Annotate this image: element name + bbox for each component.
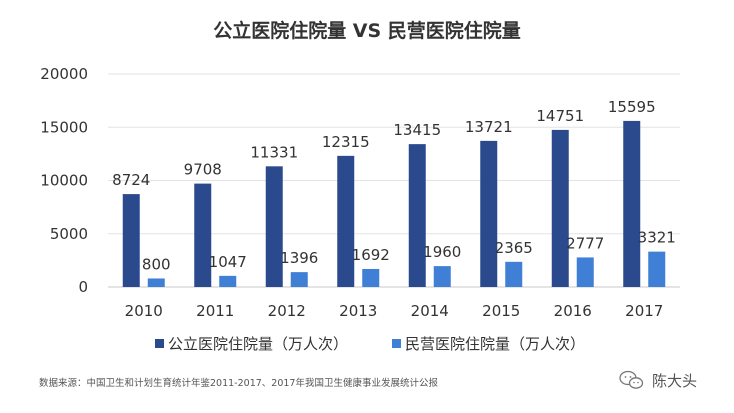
bar-public — [194, 183, 212, 287]
wechat-icon — [619, 370, 644, 389]
gridlines — [108, 73, 680, 288]
data-label: 2777 — [566, 234, 604, 252]
data-label: 9708 — [184, 161, 222, 179]
legend-label: 民营医院住院量（万人次） — [405, 335, 585, 353]
data-label: 2365 — [495, 239, 533, 257]
x-tick-label: 2011 — [196, 302, 234, 320]
x-tick-label: 2017 — [625, 302, 663, 320]
legend-swatch — [155, 339, 164, 348]
bar-private — [147, 278, 165, 287]
data-label: 3321 — [638, 229, 676, 247]
bar-private — [505, 261, 523, 287]
bars: 8724 800 9708 1047 11331 1396 12315 1692 13415 19… — [112, 98, 676, 288]
y-tick-label: 10000 — [40, 172, 88, 190]
bar-private — [219, 275, 237, 287]
bar-public — [122, 194, 140, 287]
x-tick-label: 2014 — [411, 302, 449, 320]
y-tick-label: 20000 — [40, 65, 88, 83]
x-tick-label: 2015 — [482, 302, 520, 320]
y-axis-ticks: 0 5000 10000 15000 20000 — [40, 65, 88, 296]
bar-public — [551, 129, 569, 287]
data-label: 1960 — [423, 243, 461, 261]
y-tick-label: 5000 — [50, 225, 88, 243]
x-tick-label: 2016 — [554, 302, 592, 320]
data-label: 11331 — [250, 143, 298, 161]
legend: 公立医院住院量（万人次） 民营医院住院量（万人次） — [155, 335, 585, 353]
data-label: 13721 — [465, 118, 513, 136]
data-label: 1396 — [280, 249, 318, 267]
data-label: 800 — [142, 255, 171, 273]
x-tick-label: 2013 — [339, 302, 377, 320]
bar-public — [337, 155, 355, 287]
y-tick-label: 0 — [78, 278, 88, 296]
x-tick-label: 2010 — [125, 302, 163, 320]
data-label: 13415 — [393, 121, 441, 139]
data-label: 1692 — [352, 246, 390, 264]
bar-public — [408, 144, 426, 287]
bar-private — [576, 257, 594, 287]
bar-public — [480, 140, 498, 287]
bar-private — [433, 266, 451, 287]
x-tick-label: 2012 — [268, 302, 306, 320]
bar-public — [265, 166, 283, 287]
watermark-text: 陈大头 — [652, 372, 697, 390]
data-label: 1047 — [209, 253, 247, 271]
data-label: 12315 — [322, 133, 370, 151]
chart-title: 公立医院住院量 VS 民营医院住院量 — [213, 19, 521, 42]
legend-swatch — [392, 339, 401, 348]
x-axis-ticks: 2010 2011 2012 2013 2014 2015 2016 2017 — [125, 302, 664, 320]
data-label: 15595 — [608, 98, 656, 116]
legend-label: 公立医院住院量（万人次） — [168, 335, 348, 353]
y-tick-label: 15000 — [40, 118, 88, 136]
source-note: 数据来源：中国卫生和计划生育统计年鉴2011-2017、2017年我国卫生健康事… — [39, 377, 438, 389]
bar-private — [290, 272, 308, 287]
watermark: 陈大头 — [619, 370, 697, 390]
data-label: 8724 — [112, 171, 150, 189]
data-label: 14751 — [536, 107, 584, 125]
bar-private — [362, 268, 380, 287]
bar-private — [648, 251, 666, 287]
bar-public — [623, 120, 641, 288]
